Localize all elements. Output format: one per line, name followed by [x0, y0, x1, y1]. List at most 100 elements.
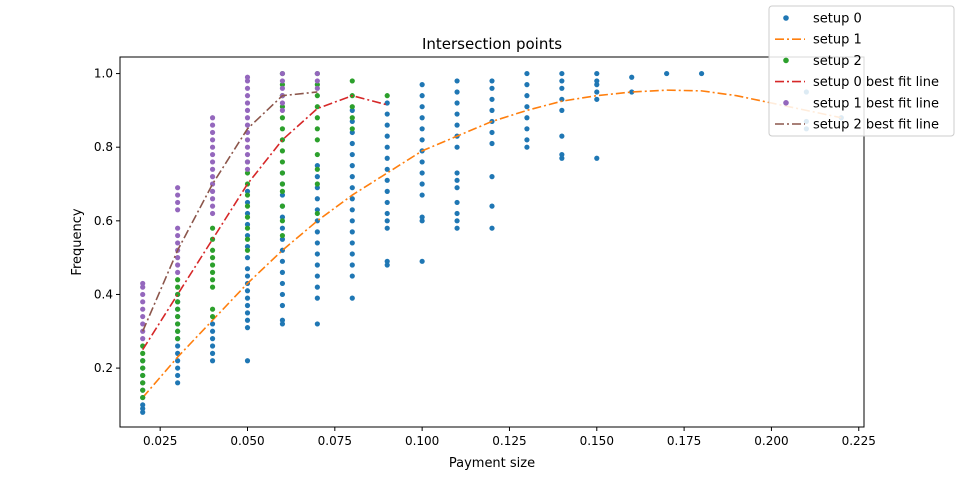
scatter-point — [524, 137, 530, 143]
scatter-point — [244, 93, 251, 99]
x-tick-label: 0.200 — [754, 434, 788, 448]
scatter-point — [209, 306, 216, 312]
scatter-point — [244, 266, 251, 272]
legend-marker — [783, 100, 789, 106]
scatter-point — [175, 313, 181, 320]
scatter-point — [175, 321, 181, 327]
scatter-point — [244, 273, 251, 279]
scatter-point — [384, 133, 390, 139]
scatter-point — [629, 89, 635, 95]
scatter-point — [314, 240, 320, 246]
y-tick-label: 0.2 — [94, 361, 113, 375]
scatter-point — [209, 236, 216, 242]
scatter-point — [384, 111, 390, 117]
scatter-point — [279, 225, 286, 231]
scatter-point — [175, 225, 181, 231]
series-line — [142, 89, 842, 399]
scatter-point — [279, 100, 286, 106]
scatter-point — [140, 358, 146, 364]
scatter-point — [454, 225, 460, 231]
y-tick-label: 1.0 — [94, 67, 113, 81]
scatter-point — [244, 358, 251, 364]
scatter-point — [559, 155, 565, 161]
scatter-point — [419, 82, 425, 88]
scatter-point — [314, 207, 320, 213]
scatter-point — [314, 126, 320, 132]
scatter-point — [209, 336, 216, 342]
scatter-point — [140, 380, 146, 386]
scatter-point — [314, 115, 320, 121]
scatter-point — [559, 107, 565, 113]
scatter-point — [175, 199, 181, 206]
scatter-point — [279, 115, 286, 121]
scatter-point — [489, 107, 495, 113]
legend-marker — [783, 15, 789, 21]
scatter-point — [209, 188, 216, 194]
scatter-point — [314, 85, 320, 91]
scatter-point — [559, 85, 565, 91]
scatter-point — [279, 126, 286, 132]
scatter-point — [209, 151, 216, 158]
scatter-point — [594, 155, 600, 161]
scatter-point — [279, 258, 286, 264]
x-tick-label: 0.050 — [230, 434, 264, 448]
scatter-point — [244, 115, 251, 121]
scatter-point — [384, 210, 390, 217]
scatter-point — [384, 93, 390, 99]
scatter-point — [209, 174, 216, 180]
scatter-point — [140, 291, 146, 298]
series-4-points — [140, 70, 320, 342]
scatter-point — [314, 321, 320, 327]
scatter-point — [209, 115, 216, 121]
scatter-point — [175, 277, 181, 283]
scatter-point — [349, 151, 355, 158]
x-tick-label: 0.100 — [405, 434, 439, 448]
scatter-point — [244, 244, 251, 250]
scatter-point — [140, 313, 146, 320]
scatter-point — [349, 115, 355, 121]
x-tick-label: 0.025 — [143, 434, 177, 448]
scatter-point — [140, 284, 146, 290]
x-tick-label: 0.175 — [667, 434, 701, 448]
scatter-point — [559, 133, 565, 139]
scatter-point — [314, 196, 320, 202]
scatter-point — [384, 188, 390, 194]
scatter-point — [209, 284, 216, 290]
scatter-point — [209, 321, 216, 327]
scatter-point — [384, 199, 390, 206]
scatter-point — [244, 74, 251, 80]
scatter-point — [454, 100, 460, 106]
scatter-point — [384, 144, 390, 150]
scatter-point — [279, 188, 286, 194]
scatter-point — [244, 159, 251, 165]
scatter-point — [419, 159, 425, 165]
scatter-point — [454, 199, 460, 206]
scatter-point — [349, 174, 355, 180]
scatter-point — [244, 221, 251, 228]
scatter-point — [244, 203, 251, 209]
scatter-point — [419, 192, 425, 198]
scatter-point — [279, 214, 286, 220]
scatter-point — [140, 402, 146, 408]
scatter-point — [349, 104, 355, 110]
scatter-point — [279, 236, 286, 242]
scatter-point — [279, 232, 286, 239]
scatter-point — [559, 78, 565, 84]
scatter-point — [524, 126, 530, 132]
scatter-point — [559, 96, 565, 102]
scatter-point — [349, 240, 355, 246]
scatter-point — [279, 148, 286, 154]
scatter-point — [175, 380, 181, 386]
scatter-point — [314, 70, 320, 77]
scatter-point — [384, 262, 390, 268]
legend-item: setup 2 — [783, 54, 862, 69]
scatter-point — [349, 273, 355, 279]
scatter-point — [279, 170, 286, 176]
x-tick-label: 0.150 — [580, 434, 614, 448]
scatter-point — [244, 78, 251, 84]
scatter-point — [384, 100, 390, 106]
scatter-point — [314, 262, 320, 268]
scatter-point — [279, 104, 286, 110]
scatter-point — [698, 70, 705, 77]
scatter-point — [209, 313, 216, 320]
